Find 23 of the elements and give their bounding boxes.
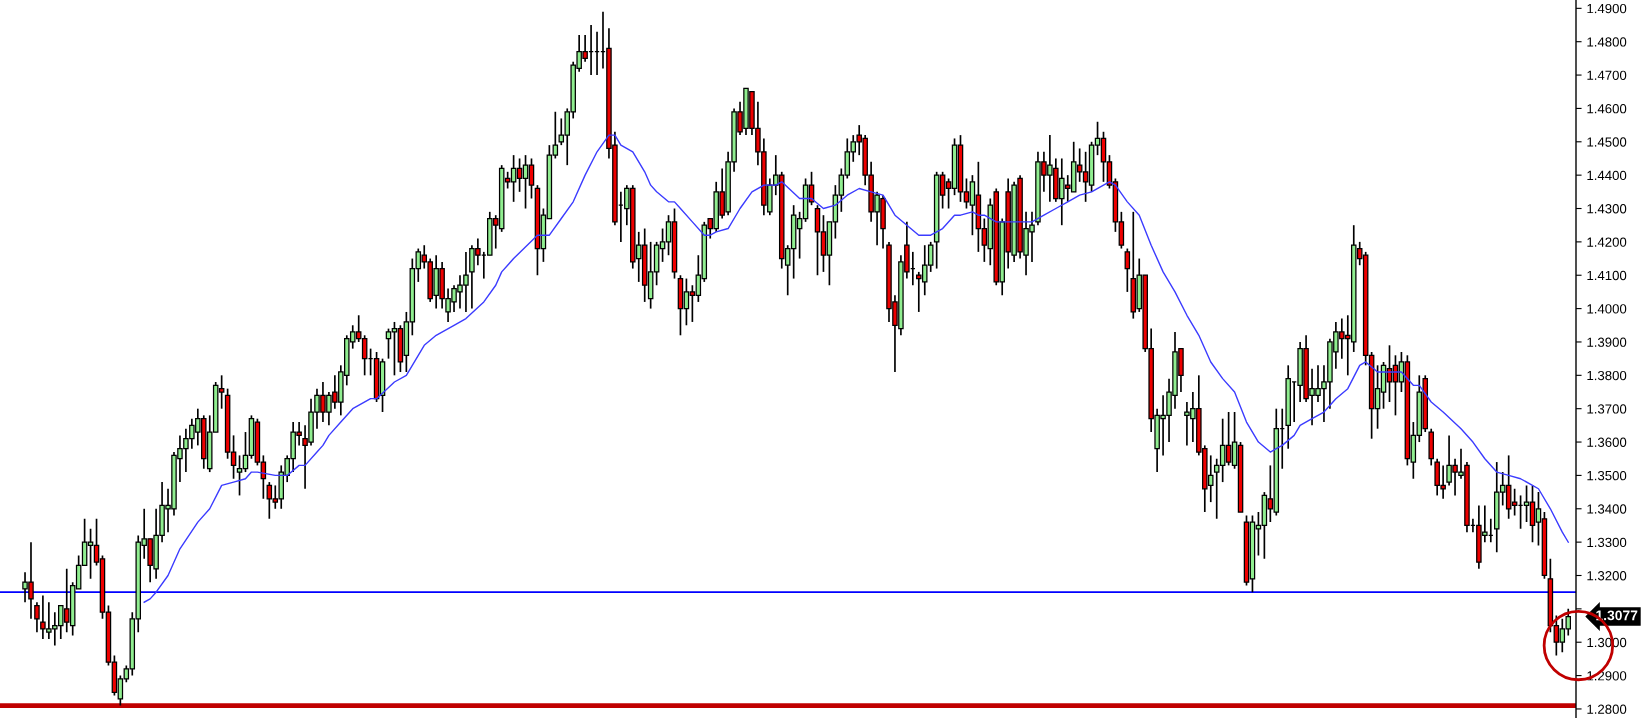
y-tick-label: 1.4600 — [1587, 103, 1627, 114]
y-tick-label: 1.3200 — [1587, 571, 1627, 581]
y-tick-label: 1.3900 — [1587, 337, 1627, 347]
y-tick-label: 1.4700 — [1587, 70, 1627, 80]
text: 1.3077 — [1596, 610, 1638, 621]
y-tick-label: 1.3800 — [1587, 370, 1627, 381]
y-tick-label: 1.3700 — [1587, 404, 1627, 414]
y-tick-label: 1.4800 — [1587, 37, 1627, 47]
y-tick-label: 1.4400 — [1587, 170, 1627, 181]
y-tick-label: 1.3500 — [1587, 470, 1627, 481]
y-tick-label: 1.4000 — [1587, 304, 1627, 314]
y-tick-label: 1.2800 — [1587, 704, 1627, 714]
y-tick-label: 1.4100 — [1587, 270, 1627, 281]
candlestick — [1124, 247, 1131, 293]
y-tick-label: 1.4300 — [1587, 204, 1627, 214]
line-series — [143, 134, 1569, 603]
y-tick-label: 1.3600 — [1587, 437, 1627, 447]
y-tick-label: 1.3400 — [1587, 504, 1627, 514]
candlestick — [34, 601, 40, 634]
y-tick-label: 1.4200 — [1587, 237, 1627, 247]
y-tick-label: 1.4500 — [1587, 137, 1627, 147]
y-tick-label: 1.3300 — [1587, 537, 1627, 548]
y-tick-label: 1.4900 — [1587, 3, 1627, 14]
